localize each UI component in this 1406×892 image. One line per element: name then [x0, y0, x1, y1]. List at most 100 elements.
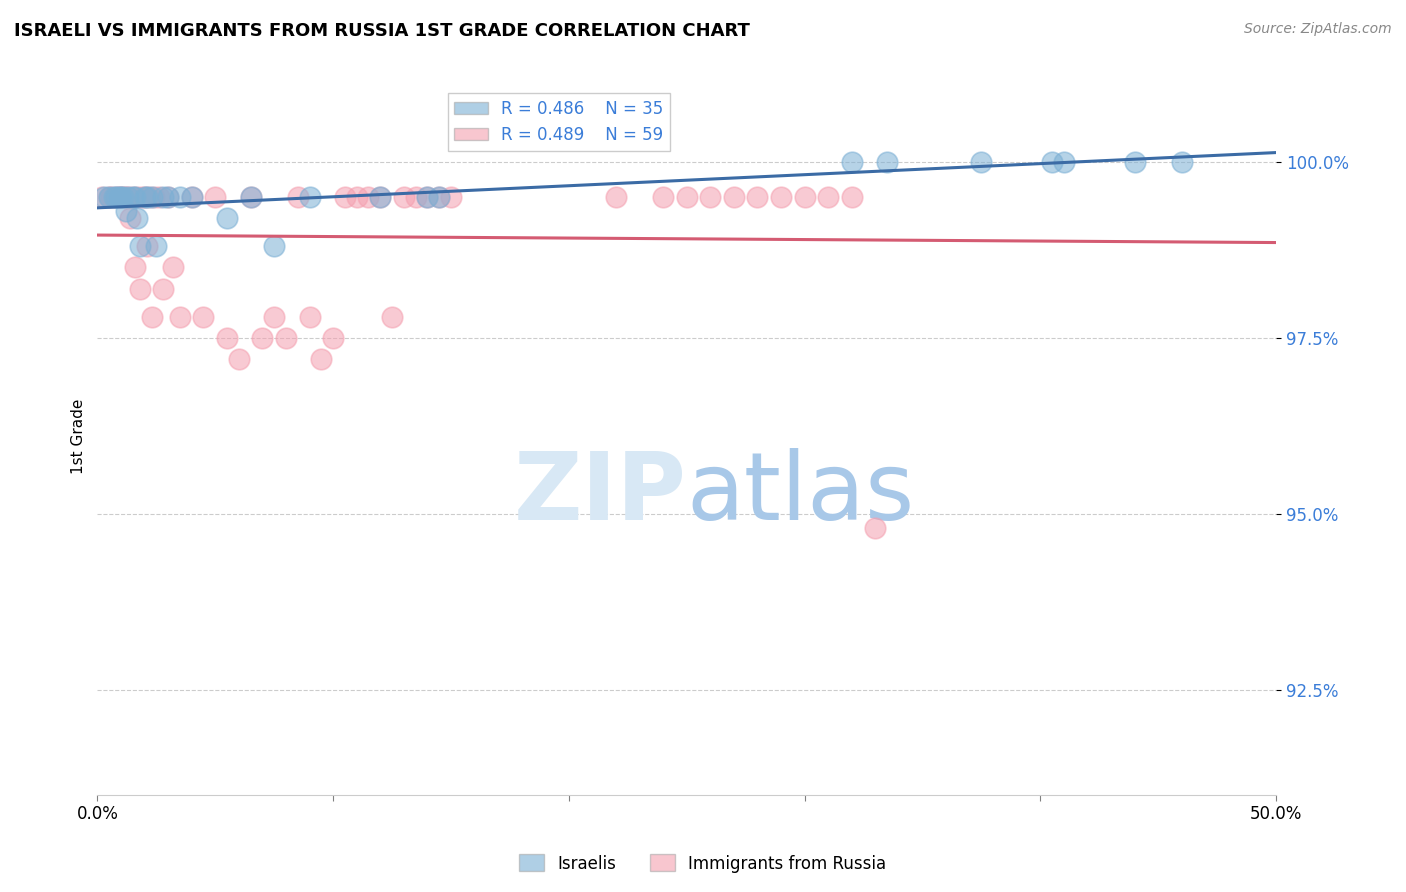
Point	[368, 190, 391, 204]
Point	[124, 190, 146, 204]
Point	[112, 190, 135, 204]
Point	[107, 190, 129, 204]
Point	[107, 190, 129, 204]
Point	[392, 190, 415, 204]
Point	[793, 190, 815, 204]
Y-axis label: 1st Grade: 1st Grade	[72, 399, 86, 474]
Point	[157, 190, 180, 204]
Point	[128, 281, 150, 295]
Point	[274, 331, 297, 345]
Point	[416, 190, 439, 204]
Point	[152, 281, 174, 295]
Point	[134, 190, 156, 204]
Point	[127, 190, 149, 204]
Point	[239, 190, 262, 204]
Point	[215, 331, 238, 345]
Point	[427, 190, 450, 204]
Point	[215, 211, 238, 226]
Point	[723, 190, 745, 204]
Point	[103, 190, 125, 204]
Point	[114, 190, 136, 204]
Point	[970, 154, 993, 169]
Point	[1053, 154, 1076, 169]
Point	[110, 190, 132, 204]
Point	[346, 190, 368, 204]
Point	[141, 190, 163, 204]
Legend: R = 0.486    N = 35, R = 0.489    N = 59: R = 0.486 N = 35, R = 0.489 N = 59	[447, 93, 669, 151]
Text: ZIP: ZIP	[513, 448, 686, 540]
Point	[145, 239, 167, 253]
Point	[121, 190, 143, 204]
Point	[117, 190, 139, 204]
Point	[98, 190, 121, 204]
Point	[120, 211, 142, 226]
Point	[252, 331, 274, 345]
Point	[1040, 154, 1063, 169]
Point	[263, 310, 285, 324]
Text: ISRAELI VS IMMIGRANTS FROM RUSSIA 1ST GRADE CORRELATION CHART: ISRAELI VS IMMIGRANTS FROM RUSSIA 1ST GR…	[14, 22, 749, 40]
Point	[263, 239, 285, 253]
Point	[135, 190, 157, 204]
Point	[333, 190, 356, 204]
Point	[124, 260, 146, 275]
Point	[105, 190, 128, 204]
Point	[699, 190, 721, 204]
Point	[239, 190, 262, 204]
Point	[169, 190, 191, 204]
Point	[357, 190, 380, 204]
Point	[135, 239, 157, 253]
Point	[127, 211, 149, 226]
Point	[138, 190, 160, 204]
Point	[322, 331, 344, 345]
Point	[876, 154, 898, 169]
Point	[134, 190, 156, 204]
Point	[287, 190, 309, 204]
Point	[1123, 154, 1146, 169]
Point	[841, 190, 863, 204]
Point	[152, 190, 174, 204]
Point	[114, 204, 136, 219]
Point	[427, 190, 450, 204]
Point	[142, 190, 165, 204]
Point	[747, 190, 769, 204]
Point	[128, 239, 150, 253]
Point	[769, 190, 792, 204]
Point	[98, 190, 121, 204]
Point	[112, 190, 135, 204]
Point	[157, 190, 180, 204]
Point	[121, 190, 143, 204]
Point	[298, 190, 321, 204]
Point	[204, 190, 226, 204]
Point	[131, 190, 153, 204]
Point	[148, 190, 170, 204]
Legend: Israelis, Immigrants from Russia: Israelis, Immigrants from Russia	[513, 847, 893, 880]
Point	[91, 190, 114, 204]
Point	[416, 190, 439, 204]
Point	[228, 351, 250, 366]
Point	[93, 190, 115, 204]
Point	[311, 351, 333, 366]
Point	[162, 260, 184, 275]
Point	[381, 310, 404, 324]
Point	[368, 190, 391, 204]
Point	[865, 521, 887, 535]
Point	[105, 190, 128, 204]
Point	[817, 190, 839, 204]
Point	[193, 310, 215, 324]
Point	[169, 310, 191, 324]
Text: atlas: atlas	[686, 448, 915, 540]
Point	[110, 190, 132, 204]
Point	[652, 190, 675, 204]
Point	[141, 310, 163, 324]
Point	[405, 190, 427, 204]
Point	[180, 190, 202, 204]
Point	[298, 310, 321, 324]
Text: Source: ZipAtlas.com: Source: ZipAtlas.com	[1244, 22, 1392, 37]
Point	[605, 190, 627, 204]
Point	[100, 190, 122, 204]
Point	[440, 190, 463, 204]
Point	[841, 154, 863, 169]
Point	[1171, 154, 1194, 169]
Point	[675, 190, 697, 204]
Point	[117, 190, 139, 204]
